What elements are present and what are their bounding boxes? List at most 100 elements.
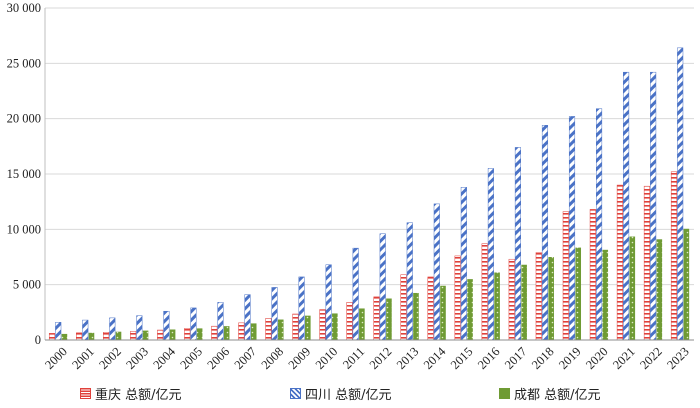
x-tick-label: 2022 — [637, 344, 665, 372]
bar-chongqing-2021 — [616, 184, 623, 341]
bar-chongqing-2003 — [130, 331, 137, 341]
legend-swatch-chongqing — [80, 388, 91, 399]
bar-chengdu-2021 — [629, 236, 636, 340]
bar-chongqing-2020 — [589, 209, 596, 341]
bar-chengdu-2014 — [440, 285, 446, 340]
x-tick-label: 2003 — [123, 344, 151, 372]
legend: 重庆 总额/亿元 四川 总额/亿元 成都 总额/亿元 — [0, 384, 700, 404]
x-tick-label: 2010 — [313, 344, 341, 372]
bar-chongqing-2006 — [211, 325, 218, 341]
legend-item-sichuan: 四川 总额/亿元 — [290, 384, 392, 403]
legend-label-chongqing: 重庆 总额/亿元 — [95, 388, 182, 403]
bar-chongqing-2013 — [400, 274, 407, 341]
bar-sichuan-2002 — [109, 317, 116, 341]
x-tick-label: 2001 — [69, 344, 97, 372]
bar-chengdu-2019 — [575, 247, 582, 340]
y-tick-label: 25 000 — [7, 56, 41, 70]
x-tick-label: 2000 — [42, 344, 70, 372]
bar-sichuan-2022 — [650, 71, 657, 341]
bar-sichuan-2021 — [623, 71, 630, 341]
bar-chengdu-2012 — [386, 298, 392, 340]
bar-chongqing-2000 — [48, 333, 56, 341]
x-tick-label: 2016 — [475, 344, 503, 372]
bar-chongqing-2023 — [670, 171, 678, 341]
bar-sichuan-2006 — [217, 302, 224, 341]
bar-chengdu-2008 — [277, 319, 284, 340]
bar-sichuan-2009 — [298, 276, 305, 341]
bar-chengdu-2002 — [115, 331, 122, 340]
bar-chongqing-2001 — [76, 332, 83, 341]
y-tick-label: 30 000 — [7, 1, 41, 15]
bar-chengdu-2011 — [359, 308, 365, 340]
y-tick-label: 5 000 — [13, 278, 41, 292]
bar-sichuan-2011 — [352, 247, 359, 341]
bar-sichuan-2012 — [379, 233, 386, 341]
bar-chongqing-2005 — [184, 328, 191, 341]
bar-chongqing-2018 — [535, 252, 542, 341]
bar-chengdu-2005 — [196, 328, 203, 340]
bar-chengdu-2023 — [683, 228, 690, 340]
bar-chongqing-2010 — [319, 309, 326, 341]
bar-sichuan-2004 — [163, 310, 170, 341]
legend-item-chengdu: 成都 总额/亿元 — [499, 384, 601, 403]
y-tick-label: 20 000 — [7, 112, 41, 126]
bar-chengdu-2003 — [142, 330, 149, 340]
bar-chengdu-2022 — [656, 239, 663, 340]
x-tick-label: 2005 — [177, 344, 205, 372]
bar-sichuan-2020 — [596, 108, 603, 341]
y-tick-label: 0 — [35, 333, 41, 347]
x-tick-label: 2021 — [610, 344, 638, 372]
bar-chongqing-2008 — [265, 318, 272, 341]
bar-chengdu-2016 — [494, 272, 500, 340]
x-tick-label: 2019 — [556, 344, 584, 372]
x-tick-label: 2004 — [150, 344, 178, 372]
x-tick-label: 2009 — [286, 344, 314, 372]
y-tick-label: 15 000 — [7, 167, 41, 181]
x-tick-label: 2018 — [529, 344, 557, 372]
bar-chengdu-2007 — [250, 323, 257, 340]
x-tick-label: 2013 — [394, 344, 422, 372]
bar-sichuan-2018 — [541, 125, 549, 341]
y-tick-label: 10 000 — [7, 222, 41, 236]
bar-sichuan-2005 — [190, 307, 197, 341]
bar-chongqing-2016 — [481, 243, 488, 341]
bar-chongqing-2015 — [454, 255, 461, 341]
bar-sichuan-2007 — [244, 294, 251, 341]
bar-chengdu-2010 — [332, 313, 338, 340]
legend-swatch-chengdu — [499, 388, 510, 399]
bar-chengdu-2000 — [61, 333, 68, 340]
bar-sichuan-2013 — [406, 222, 413, 341]
bar-sichuan-2023 — [677, 47, 684, 341]
bar-sichuan-2008 — [271, 287, 278, 341]
x-tick-label: 2008 — [259, 344, 287, 372]
bar-sichuan-2014 — [433, 203, 440, 341]
bar-chengdu-2018 — [548, 257, 554, 340]
bar-chengdu-2015 — [467, 279, 473, 340]
bar-sichuan-2019 — [568, 116, 576, 341]
bar-sichuan-2015 — [460, 187, 467, 341]
bar-sichuan-2003 — [136, 315, 143, 341]
bar-sichuan-2001 — [82, 319, 89, 341]
bar-sichuan-2010 — [325, 264, 332, 341]
legend-label-sichuan: 四川 总额/亿元 — [305, 388, 392, 403]
bar-sichuan-2016 — [487, 168, 494, 341]
bar-chengdu-2006 — [223, 326, 230, 340]
x-tick-label: 2006 — [205, 344, 233, 372]
bar-chengdu-2017 — [521, 264, 527, 340]
x-tick-label: 2012 — [367, 344, 395, 372]
bar-chongqing-2017 — [508, 258, 515, 341]
bar-sichuan-2017 — [514, 147, 521, 341]
bar-chongqing-2009 — [292, 313, 299, 341]
bar-chongqing-2012 — [373, 296, 380, 341]
bar-chongqing-2011 — [346, 302, 353, 341]
legend-item-chongqing: 重庆 总额/亿元 — [80, 384, 182, 403]
bar-chengdu-2001 — [88, 332, 95, 340]
bar-chengdu-2013 — [413, 292, 419, 340]
bar-chengdu-2020 — [602, 249, 609, 340]
x-tick-label: 2017 — [502, 344, 530, 372]
x-tick-label: 2014 — [421, 344, 449, 372]
legend-swatch-sichuan — [290, 388, 301, 399]
bar-chongqing-2014 — [427, 276, 434, 341]
x-tick-label: 2011 — [340, 344, 367, 371]
